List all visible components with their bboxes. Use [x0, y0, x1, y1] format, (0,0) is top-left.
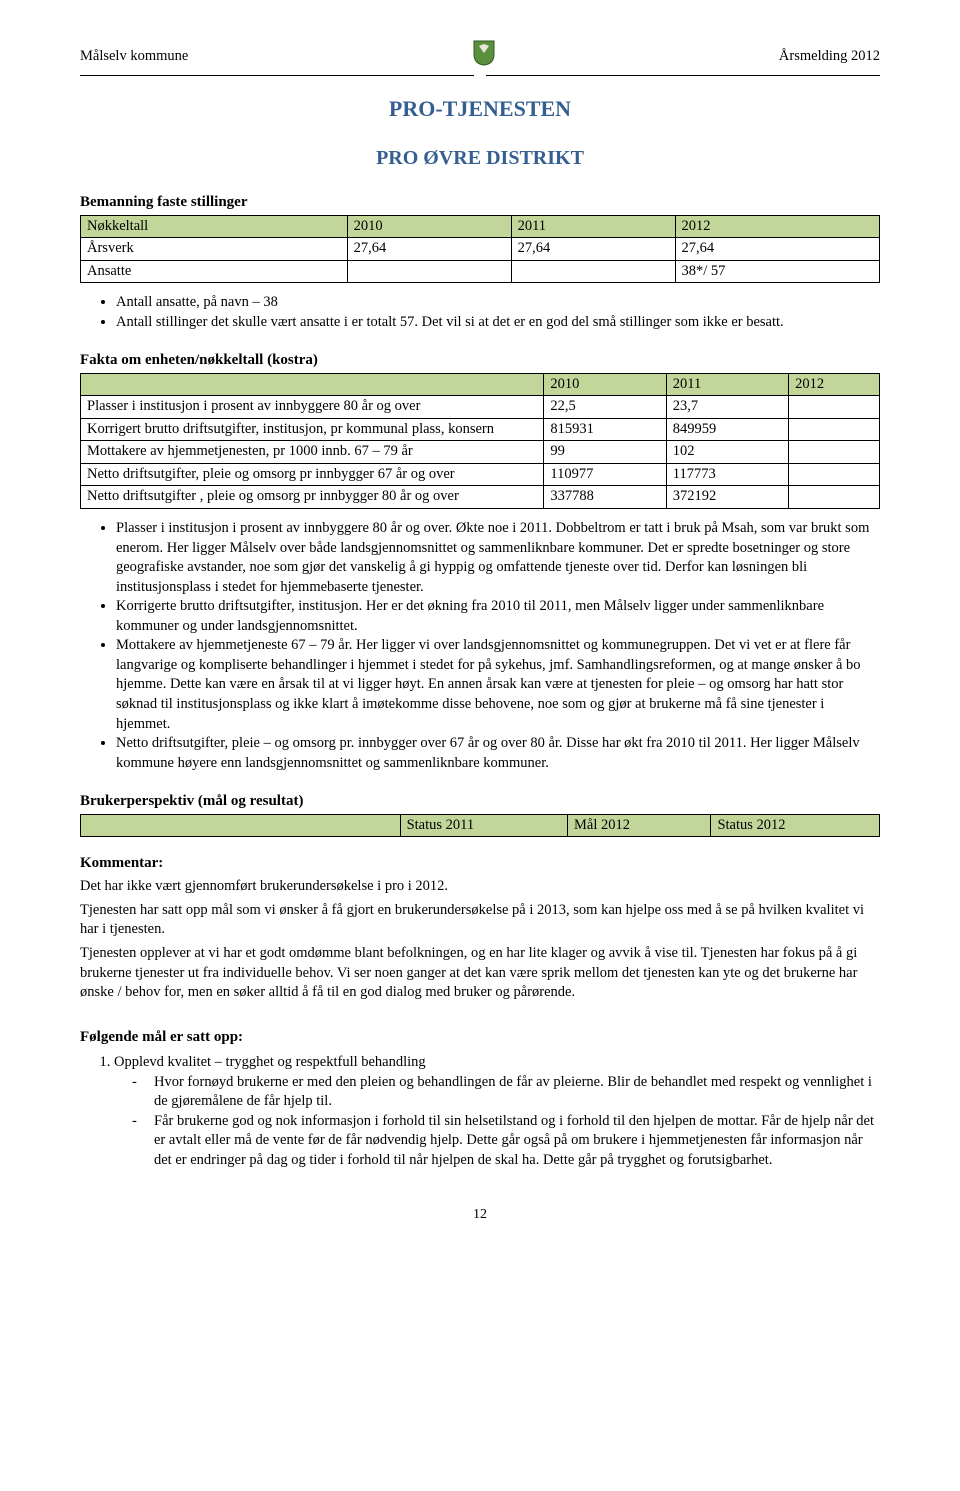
table-header-row: Status 2011 Mål 2012 Status 2012 [81, 814, 880, 837]
cell: Plasser i institusjon i prosent av innby… [81, 396, 544, 419]
kostra-heading: Fakta om enheten/nøkkeltall (kostra) [80, 350, 880, 370]
list-item: Hvor fornøyd brukerne er med den pleien … [154, 1073, 880, 1112]
cell: Netto driftsutgifter , pleie og omsorg p… [81, 486, 544, 509]
col-header: 2010 [347, 215, 511, 238]
table-row: Plasser i institusjon i prosent av innby… [81, 396, 880, 419]
cell: 27,64 [511, 238, 675, 261]
cell: 99 [544, 441, 666, 464]
table-header-row: 2010 2011 2012 [81, 373, 880, 396]
bruker-table: Status 2011 Mål 2012 Status 2012 [80, 814, 880, 838]
bemanning-heading: Bemanning faste stillinger [80, 192, 880, 212]
cell: 815931 [544, 418, 666, 441]
bemanning-table: Nøkkeltall 2010 2011 2012 Årsverk 27,64 … [80, 215, 880, 284]
bemanning-notes: Antall ansatte, på navn – 38 Antall stil… [80, 293, 880, 332]
list-item: Korrigerte brutto driftsutgifter, instit… [116, 597, 880, 636]
list-item: Får brukerne god og nok informasjon i fo… [154, 1112, 880, 1171]
table-row: Netto driftsutgifter , pleie og omsorg p… [81, 486, 880, 509]
page-subtitle: PRO ØVRE DISTRIKT [80, 145, 880, 172]
cell [789, 463, 880, 486]
bruker-heading: Brukerperspektiv (mål og resultat) [80, 791, 880, 811]
page-title: PRO-TJENESTEN [80, 94, 880, 124]
col-header: Status 2011 [400, 814, 567, 837]
cell [347, 260, 511, 283]
cell: 38*/ 57 [675, 260, 880, 283]
maal-dash-list: Hvor fornøyd brukerne er med den pleien … [114, 1073, 880, 1171]
cell: 849959 [666, 418, 788, 441]
list-item: Plasser i institusjon i prosent av innby… [116, 519, 880, 597]
table-row: Årsverk 27,64 27,64 27,64 [81, 238, 880, 261]
page-number: 12 [80, 1206, 880, 1225]
cell: 117773 [666, 463, 788, 486]
maal-item: Opplevd kvalitet – trygghet og respektfu… [114, 1053, 880, 1170]
cell: 337788 [544, 486, 666, 509]
page-header: Målselv kommune Årsmelding 2012 [80, 40, 880, 73]
cell: 102 [666, 441, 788, 464]
table-header-row: Nøkkeltall 2010 2011 2012 [81, 215, 880, 238]
list-item: Antall stillinger det skulle vært ansatt… [116, 313, 880, 333]
kommentar-p2: Tjenesten har satt opp mål som vi ønsker… [80, 901, 880, 940]
col-header: Status 2012 [711, 814, 880, 837]
col-header [81, 373, 544, 396]
table-row: Ansatte 38*/ 57 [81, 260, 880, 283]
cell: 27,64 [675, 238, 880, 261]
kommentar-p1: Det har ikke vært gjennomført brukerunde… [80, 877, 880, 897]
cell: Ansatte [81, 260, 348, 283]
maal-heading: Følgende mål er satt opp: [80, 1027, 880, 1047]
col-header: 2011 [511, 215, 675, 238]
cell: 23,7 [666, 396, 788, 419]
cell [511, 260, 675, 283]
maal-item-label: Opplevd kvalitet – trygghet og respektfu… [114, 1054, 426, 1070]
table-row: Mottakere av hjemmetjenesten, pr 1000 in… [81, 441, 880, 464]
col-header: 2012 [675, 215, 880, 238]
cell: 27,64 [347, 238, 511, 261]
col-header: 2012 [789, 373, 880, 396]
header-right: Årsmelding 2012 [779, 47, 880, 67]
list-item: Antall ansatte, på navn – 38 [116, 293, 880, 313]
kostra-analysis: Plasser i institusjon i prosent av innby… [80, 519, 880, 773]
col-header [81, 814, 401, 837]
col-header: 2010 [544, 373, 666, 396]
header-left: Målselv kommune [80, 47, 188, 67]
list-item: Netto driftsutgifter, pleie – og omsorg … [116, 734, 880, 773]
list-item: Mottakere av hjemmetjeneste 67 – 79 år. … [116, 636, 880, 734]
kommentar-p3: Tjenesten opplever at vi har et godt omd… [80, 944, 880, 1003]
kostra-table: 2010 2011 2012 Plasser i institusjon i p… [80, 373, 880, 509]
cell: Netto driftsutgifter, pleie og omsorg pr… [81, 463, 544, 486]
cell: Årsverk [81, 238, 348, 261]
maal-list: Opplevd kvalitet – trygghet og respektfu… [100, 1053, 880, 1170]
cell: Korrigert brutto driftsutgifter, institu… [81, 418, 544, 441]
cell: Mottakere av hjemmetjenesten, pr 1000 in… [81, 441, 544, 464]
cell: 372192 [666, 486, 788, 509]
cell [789, 486, 880, 509]
cell: 110977 [544, 463, 666, 486]
table-row: Korrigert brutto driftsutgifter, institu… [81, 418, 880, 441]
municipal-shield-icon [473, 40, 495, 73]
col-header: 2011 [666, 373, 788, 396]
header-rule [80, 75, 880, 76]
col-header: Mål 2012 [568, 814, 711, 837]
kommentar-heading: Kommentar: [80, 853, 880, 873]
table-row: Netto driftsutgifter, pleie og omsorg pr… [81, 463, 880, 486]
cell [789, 396, 880, 419]
cell [789, 441, 880, 464]
cell: 22,5 [544, 396, 666, 419]
col-header: Nøkkeltall [81, 215, 348, 238]
cell [789, 418, 880, 441]
